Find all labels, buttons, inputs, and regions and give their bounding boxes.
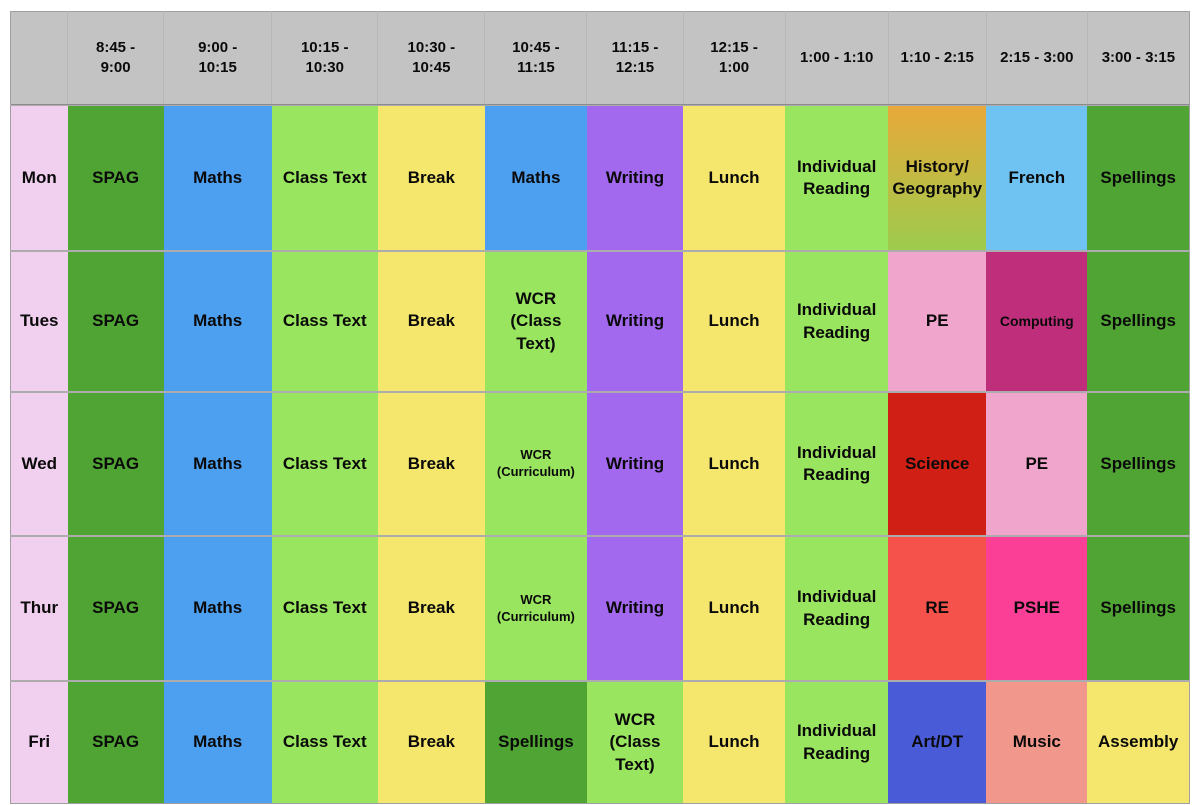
lesson-cell: Writing	[586, 104, 684, 251]
lesson-cell: Individual Reading	[785, 535, 889, 681]
lesson-cell: Class Text	[271, 250, 378, 392]
lesson-cell: WCR (Curriculum)	[484, 535, 587, 681]
lesson-cell: PSHE	[986, 535, 1088, 681]
lesson-cell: Assembly	[1087, 680, 1190, 804]
lesson-cell: History/ Geography	[888, 104, 987, 251]
lesson-cell: Individual Reading	[785, 250, 889, 392]
time-header: 3:00 - 3:15	[1086, 11, 1190, 105]
lesson-cell: PE	[986, 391, 1088, 536]
lesson-cell: SPAG	[67, 104, 164, 251]
lesson-cell: Spellings	[1087, 391, 1190, 536]
lesson-cell: SPAG	[67, 680, 164, 804]
day-label: Fri	[10, 680, 68, 804]
row-thursday: Thur SPAG Maths Class Text Break WCR (Cu…	[10, 535, 1190, 681]
lesson-cell: Class Text	[271, 680, 378, 804]
lesson-cell: SPAG	[67, 391, 164, 536]
lesson-cell: Individual Reading	[785, 104, 889, 251]
lesson-cell: Lunch	[683, 250, 786, 392]
lesson-cell: Spellings	[1087, 250, 1190, 392]
lesson-cell: WCR (Curriculum)	[484, 391, 587, 536]
lesson-cell: Break	[377, 680, 485, 804]
lesson-cell: Individual Reading	[785, 680, 889, 804]
lesson-cell: Maths	[163, 391, 272, 536]
time-header: 10:30 - 10:45	[377, 11, 485, 105]
lesson-cell: Computing	[986, 250, 1088, 392]
lesson-cell: Break	[377, 535, 485, 681]
lesson-cell: French	[986, 104, 1088, 251]
lesson-cell: Break	[377, 250, 485, 392]
lesson-cell: Spellings	[1087, 104, 1190, 251]
corner-cell	[10, 11, 68, 105]
lesson-cell: Lunch	[683, 535, 786, 681]
lesson-cell: Maths	[163, 680, 272, 804]
school-timetable: 8:45 - 9:00 9:00 - 10:15 10:15 - 10:30 1…	[10, 11, 1190, 804]
lesson-cell: Writing	[586, 391, 684, 536]
lesson-cell: Maths	[484, 104, 587, 251]
time-header: 11:15 - 12:15	[586, 11, 684, 105]
lesson-cell: Spellings	[1087, 535, 1190, 681]
lesson-cell: PE	[888, 250, 987, 392]
row-wednesday: Wed SPAG Maths Class Text Break WCR (Cur…	[10, 391, 1190, 536]
lesson-cell: Maths	[163, 250, 272, 392]
time-header: 10:15 - 10:30	[271, 11, 378, 105]
time-header: 9:00 - 10:15	[163, 11, 272, 105]
time-header: 12:15 - 1:00	[682, 11, 786, 105]
lesson-cell: Writing	[586, 535, 684, 681]
lesson-cell: Class Text	[271, 104, 378, 251]
day-label: Thur	[10, 535, 68, 681]
lesson-cell: Break	[377, 104, 485, 251]
lesson-cell: Maths	[163, 104, 272, 251]
lesson-cell: Break	[377, 391, 485, 536]
time-header-row: 8:45 - 9:00 9:00 - 10:15 10:15 - 10:30 1…	[10, 11, 1190, 105]
lesson-cell: Lunch	[683, 680, 786, 804]
lesson-cell: Class Text	[271, 535, 378, 681]
lesson-cell: Maths	[163, 535, 272, 681]
lesson-cell: WCR (Class Text)	[484, 250, 587, 392]
lesson-cell: Lunch	[683, 104, 786, 251]
time-header: 1:00 - 1:10	[784, 11, 889, 105]
lesson-cell: Science	[888, 391, 987, 536]
lesson-cell: SPAG	[67, 535, 164, 681]
time-header: 2:15 - 3:00	[985, 11, 1088, 105]
lesson-cell: SPAG	[67, 250, 164, 392]
time-header: 8:45 - 9:00	[67, 11, 164, 105]
row-monday: Mon SPAG Maths Class Text Break Maths Wr…	[10, 104, 1190, 251]
time-header: 1:10 - 2:15	[887, 11, 987, 105]
lesson-cell: Individual Reading	[785, 391, 889, 536]
time-header: 10:45 - 11:15	[484, 11, 587, 105]
day-label: Wed	[10, 391, 68, 536]
lesson-cell: Lunch	[683, 391, 786, 536]
lesson-cell: Spellings	[484, 680, 587, 804]
day-label: Tues	[10, 250, 68, 392]
lesson-cell: RE	[888, 535, 987, 681]
row-tuesday: Tues SPAG Maths Class Text Break WCR (Cl…	[10, 250, 1190, 392]
lesson-cell: Writing	[586, 250, 684, 392]
lesson-cell: Music	[986, 680, 1088, 804]
day-label: Mon	[10, 104, 68, 251]
lesson-cell: Art/DT	[888, 680, 987, 804]
lesson-cell: Class Text	[271, 391, 378, 536]
lesson-cell: WCR (Class Text)	[586, 680, 684, 804]
row-friday: Fri SPAG Maths Class Text Break Spelling…	[10, 680, 1190, 804]
